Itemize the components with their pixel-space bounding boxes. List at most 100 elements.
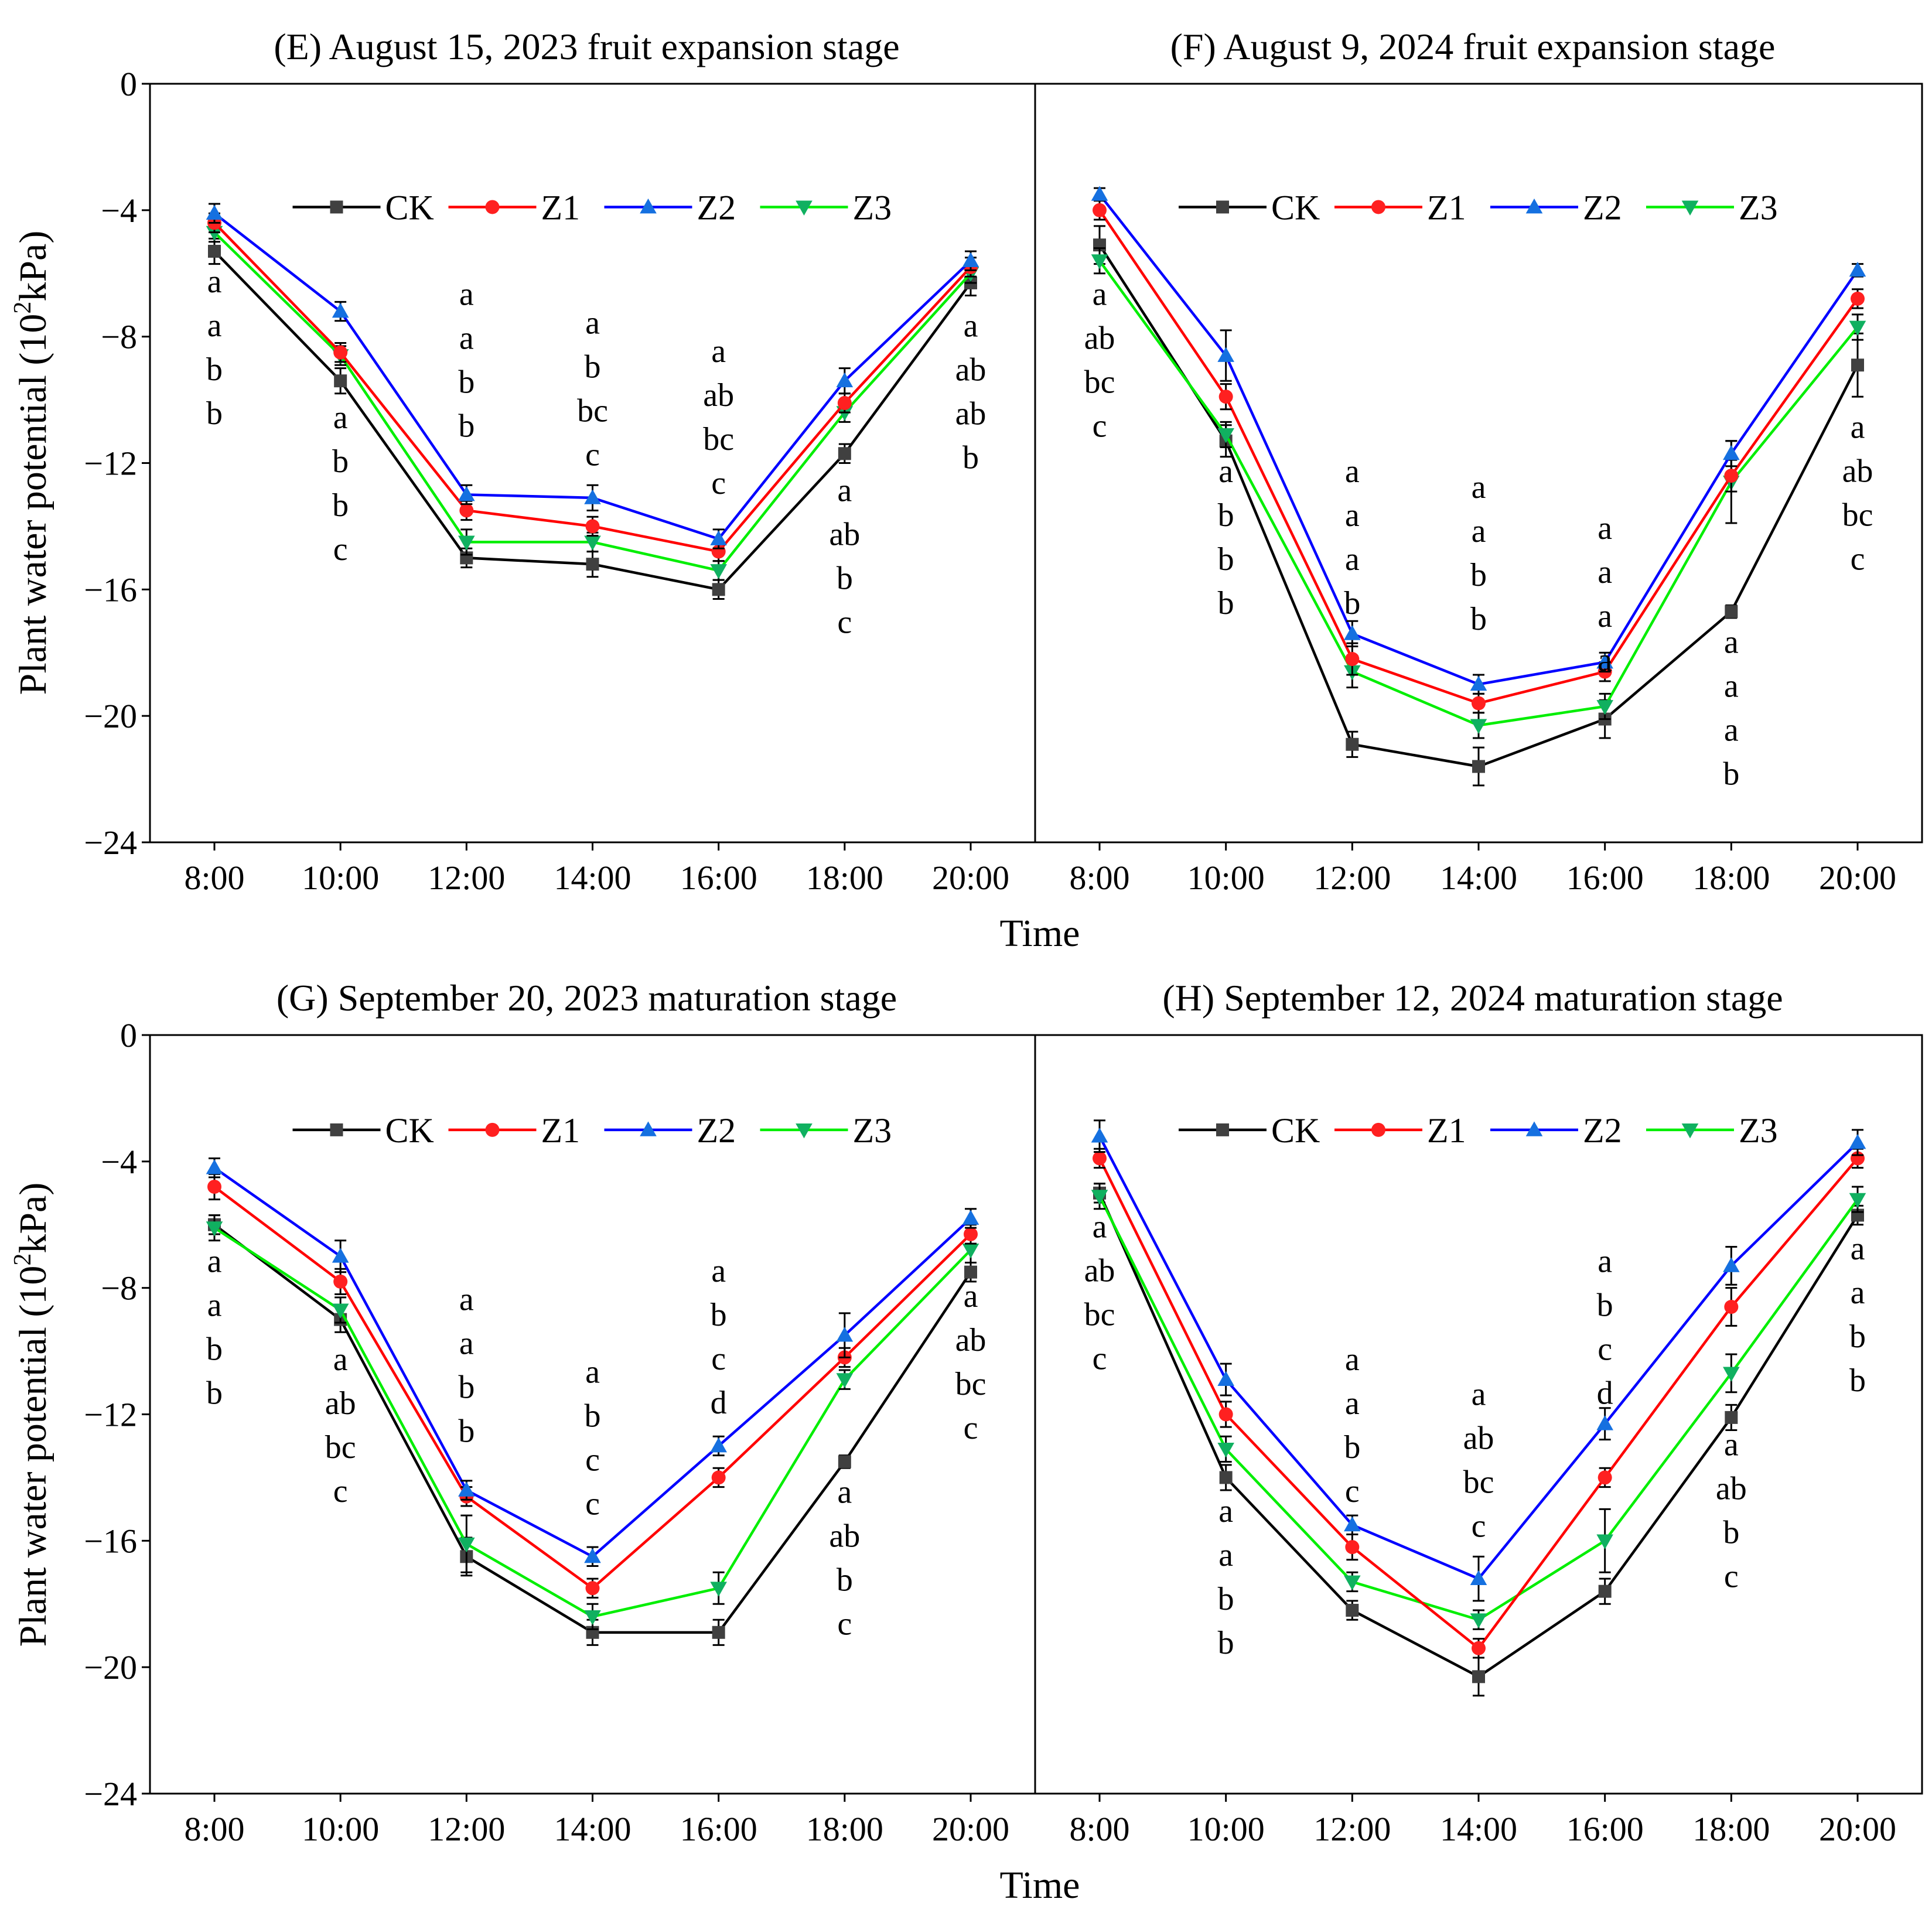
- panel-G-sig-letter: bc: [325, 1429, 356, 1466]
- panel-E-xtick-label: 16:00: [680, 859, 757, 897]
- panel-F-legend-marker-CK: [1216, 200, 1229, 214]
- panel-G-sig-letter: d: [711, 1385, 727, 1421]
- panel-F-point-Z2: [1217, 347, 1234, 362]
- panel-H-xtick-label: 12:00: [1313, 1810, 1391, 1848]
- panel-H-xtick-label: 16:00: [1566, 1810, 1644, 1848]
- panel-F-legend-marker-Z1: [1371, 200, 1385, 214]
- panel-F-sig-letter: a: [1472, 513, 1486, 549]
- panel-H-sig-letter: ab: [1084, 1252, 1115, 1289]
- panel-E-ytick-label: −8: [101, 318, 137, 356]
- panel-E-ytick-label: −12: [84, 445, 137, 483]
- x-axis-title-bottom: Time: [1000, 1864, 1080, 1907]
- panel-F-sig-letter: bc: [1842, 497, 1873, 533]
- panel-G-legend-marker-Z1: [485, 1122, 500, 1137]
- panel-H-point-Z2: [1344, 1516, 1361, 1532]
- panel-E-ytick-label: −24: [84, 824, 137, 862]
- panel-F-point-CK: [1472, 760, 1485, 773]
- panel-G-sig-letter: a: [837, 1474, 852, 1511]
- panel-G-sig-letter: a: [459, 1281, 474, 1317]
- panel-G-point-Z2: [710, 1437, 727, 1453]
- panel-G-legend-label-CK: CK: [385, 1111, 434, 1150]
- panel-E-sig-letter: a: [837, 472, 852, 508]
- panel-G-point-CK: [712, 1625, 725, 1639]
- panel-G-point-Z2: [458, 1481, 475, 1497]
- panel-H-point-Z2: [1596, 1415, 1613, 1430]
- panel-F-sig-letter: a: [1724, 712, 1739, 748]
- panel-G-legend-label-Z1: Z1: [541, 1111, 581, 1150]
- panel-G-sig-letter: b: [206, 1375, 223, 1412]
- panel-H-point-CK: [1219, 1471, 1233, 1484]
- y-axis-title-bottom-main: Plant water potential (10: [12, 1266, 54, 1647]
- panel-F-xtick-label: 12:00: [1313, 859, 1391, 897]
- panel-F-point-Z1: [1724, 469, 1739, 483]
- y-axis-title-bottom: Plant water potential (102kPa): [9, 1183, 54, 1647]
- panel-H-legend-marker-CK: [1216, 1123, 1229, 1136]
- panels: (E) August 15, 2023 fruit expansion stag…: [84, 26, 1923, 1848]
- panel-E-sig-letter: b: [206, 351, 223, 388]
- panel-F-sig-letter: a: [1093, 276, 1107, 313]
- panel-H-point-Z2: [1217, 1371, 1234, 1386]
- panel-E-sig-letter: b: [332, 487, 349, 524]
- panel-H-sig-letter: c: [1598, 1331, 1612, 1368]
- panel-H-point-Z3: [1470, 1613, 1487, 1628]
- panel-E-ytick-label: −16: [84, 571, 137, 609]
- panel-G-sig-letter: c: [333, 1473, 348, 1510]
- panel-H-point-Z3: [1217, 1442, 1234, 1458]
- panel-G-sig-letter: b: [585, 1398, 601, 1435]
- panel-H-series-Z3: [1091, 1183, 1866, 1630]
- panel-G-point-Z2: [962, 1210, 979, 1225]
- panel-H-point-Z3: [1344, 1575, 1361, 1590]
- panel-F-sig-letter: a: [1598, 598, 1612, 634]
- panel-E-ytick-label: −4: [101, 192, 137, 230]
- y-axis-title-bottom-end: kPa): [12, 1183, 54, 1254]
- panel-G-point-Z1: [585, 1581, 600, 1596]
- panel-G-sig-letter: c: [964, 1410, 978, 1446]
- panel-E-sig-letter: a: [459, 320, 474, 357]
- panel-F-sig-letter: c: [1093, 408, 1107, 445]
- panel-E-point-Z2: [962, 252, 979, 268]
- panel-F-sig-letter: a: [1598, 642, 1612, 678]
- panel-G-sig-letter: a: [964, 1278, 978, 1314]
- panel-F-xtick-label: 18:00: [1692, 859, 1770, 897]
- panel-G-point-CK: [838, 1455, 851, 1469]
- panel-H-legend-marker-Z2: [1525, 1121, 1543, 1136]
- panel-E-xtick-label: 14:00: [554, 859, 631, 897]
- panel-H-sig-letter: ab: [1716, 1471, 1747, 1507]
- panel-E-point-Z2: [206, 204, 223, 220]
- panel-E-point-Z2: [584, 489, 601, 504]
- panel-H-point-CK: [1598, 1584, 1612, 1598]
- panel-H-sig-letter: b: [1849, 1362, 1866, 1399]
- panel-H-sig-letter: c: [1345, 1473, 1360, 1510]
- panel-F-point-Z3: [1091, 254, 1108, 269]
- panel-G-xtick-label: 8:00: [184, 1810, 244, 1848]
- panel-E-legend-marker-Z2: [640, 198, 657, 214]
- panel-G: (G) September 20, 2023 maturation stage 0…: [84, 977, 1036, 1848]
- panel-H-sig-letter: bc: [1084, 1296, 1115, 1333]
- panel-F-point-Z2: [1470, 675, 1487, 691]
- panel-E-point-Z2: [710, 530, 727, 545]
- panel-E-legend-marker-Z3: [796, 200, 813, 216]
- panel-H-sig-letter: a: [1345, 1385, 1360, 1422]
- panel-F-sig-letter: b: [1218, 541, 1234, 578]
- panel-F-legend-label-CK: CK: [1271, 188, 1320, 227]
- panel-E-legend-label-Z3: Z3: [853, 188, 892, 227]
- panel-H-sig-letter: b: [1218, 1581, 1234, 1617]
- panel-G-sig-letter: ab: [829, 1518, 860, 1555]
- panel-G-xtick-label: 20:00: [932, 1810, 1009, 1848]
- panel-G-legend-label-Z2: Z2: [697, 1111, 736, 1150]
- panel-G-ytick-label: −16: [84, 1522, 137, 1560]
- panel-G-sig-letter: a: [207, 1244, 222, 1280]
- panel-F-point-Z1: [1345, 652, 1360, 667]
- panel-F-sig-letter: a: [1724, 624, 1739, 660]
- y-axis-titles: Plant water potential (102kPa) Plant wat…: [9, 231, 54, 1647]
- panel-E-point-CK: [712, 583, 725, 596]
- panel-G-point-Z3: [710, 1582, 727, 1597]
- panel-E-sig-letter: ab: [955, 396, 987, 432]
- panel-H-legend-label-Z1: Z1: [1427, 1111, 1466, 1150]
- panel-G-sig-letter: a: [333, 1341, 348, 1378]
- panel-F-point-CK: [1346, 737, 1359, 751]
- panel-F-point-Z3: [1596, 700, 1613, 715]
- panel-G-point-Z3: [458, 1537, 475, 1553]
- y-axis-title-top-end: kPa): [12, 231, 54, 302]
- panel-E-legend-marker-CK: [330, 200, 343, 214]
